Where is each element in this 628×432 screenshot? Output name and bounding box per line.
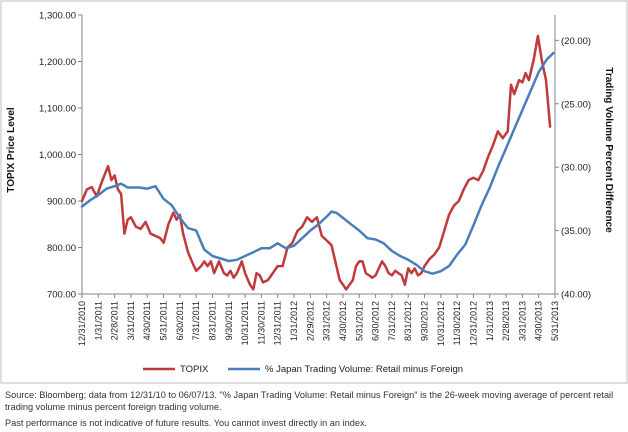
x-tick-label: 5/31/2012	[354, 301, 364, 341]
left-tick-label: 900.00	[47, 197, 76, 208]
x-tick-label: 3/31/2012	[322, 301, 332, 341]
left-tick-label: 1,300.00	[39, 11, 76, 22]
x-tick-label: 4/30/2013	[534, 301, 544, 341]
x-tick-label: 8/31/2011	[207, 301, 217, 340]
x-tick-label: 9/30/2011	[224, 301, 234, 340]
source-note: Source: Bloomberg; data from 12/31/10 to…	[5, 390, 614, 412]
disclaimer: Past performance is not indicative of fu…	[5, 418, 368, 428]
x-tick-label: 4/30/2012	[338, 301, 348, 341]
x-tick-label: 6/30/2012	[371, 301, 381, 341]
x-tick-label: 1/31/2012	[289, 301, 299, 341]
right-tick-label: (25.00)	[561, 99, 591, 110]
x-tick-label: 6/30/2011	[175, 301, 185, 340]
right-tick-label: (40.00)	[561, 290, 591, 301]
left-tick-label: 1,200.00	[39, 57, 76, 68]
series-line-trading-volume	[80, 51, 555, 275]
x-tick-label: 1/31/2011	[93, 301, 103, 340]
right-tick-label: (35.00)	[561, 226, 591, 237]
series-line-topix	[80, 34, 552, 291]
legend-label-volume: % Japan Trading Volume: Retail minus For…	[265, 364, 463, 375]
chart-container: 700.00 800.00 900.00 1,000.00 1,100.00 1,200.…	[0, 0, 628, 384]
x-tick-label: 5/31/2011	[159, 301, 169, 340]
x-tick-label: 1/31/2013	[485, 301, 495, 341]
left-tick-label: 700.00	[47, 290, 76, 301]
legend: TOPIX % Japan Trading Volume: Retail min…	[143, 364, 463, 375]
x-tick-label: 5/31/2013	[550, 301, 560, 341]
left-tick-label: 1,000.00	[39, 150, 76, 161]
x-tick-label: 7/31/2012	[387, 301, 397, 341]
x-tick-label: 9/30/2012	[420, 301, 430, 341]
x-tick-label: 11/30/2012	[452, 301, 462, 345]
x-tick-label: 10/31/2011	[240, 301, 250, 345]
chart-outline	[0, 0, 628, 384]
x-tick-label: 12/31/2010	[77, 301, 87, 346]
x-tick-label: 2/28/2011	[110, 301, 120, 340]
left-axis-title: TOPIX Price Level	[6, 107, 17, 193]
x-tick-label: 2/28/2013	[501, 301, 511, 341]
left-axis: 700.00 800.00 900.00 1,000.00 1,100.00 1,200.…	[39, 11, 82, 301]
legend-label-topix: TOPIX	[180, 364, 209, 375]
x-tick-label: 7/31/2011	[191, 301, 201, 340]
x-tick-label: 3/31/2013	[517, 301, 527, 341]
x-tick-label: 12/31/2011	[273, 301, 283, 345]
left-tick-label: 1,100.00	[39, 104, 76, 115]
x-tick-label: 11/30/2011	[256, 301, 266, 345]
series-layer	[80, 34, 555, 291]
x-tick-label: 2/29/2012	[305, 301, 315, 341]
x-tick-label: 4/30/2011	[142, 301, 152, 340]
right-axis-title: Trading Volume Percent Difference	[603, 67, 614, 233]
x-axis: 12/31/2010 1/31/2011 2/28/2011 3/31/2011 4/3…	[77, 294, 560, 346]
x-tick-label: 3/31/2011	[126, 301, 136, 340]
right-axis: (20.00) (25.00) (30.00) (35.00) (40.00)	[555, 36, 591, 301]
left-tick-label: 800.00	[47, 243, 76, 254]
x-tick-label: 8/31/2012	[403, 301, 413, 341]
x-tick-label: 10/31/2012	[436, 301, 446, 346]
right-tick-label: (30.00)	[561, 163, 591, 174]
plot-frame	[81, 15, 556, 295]
chart-svg: 700.00 800.00 900.00 1,000.00 1,100.00 1,200.…	[0, 0, 628, 384]
right-tick-label: (20.00)	[561, 36, 591, 47]
x-tick-label: 12/31/2012	[468, 301, 478, 346]
